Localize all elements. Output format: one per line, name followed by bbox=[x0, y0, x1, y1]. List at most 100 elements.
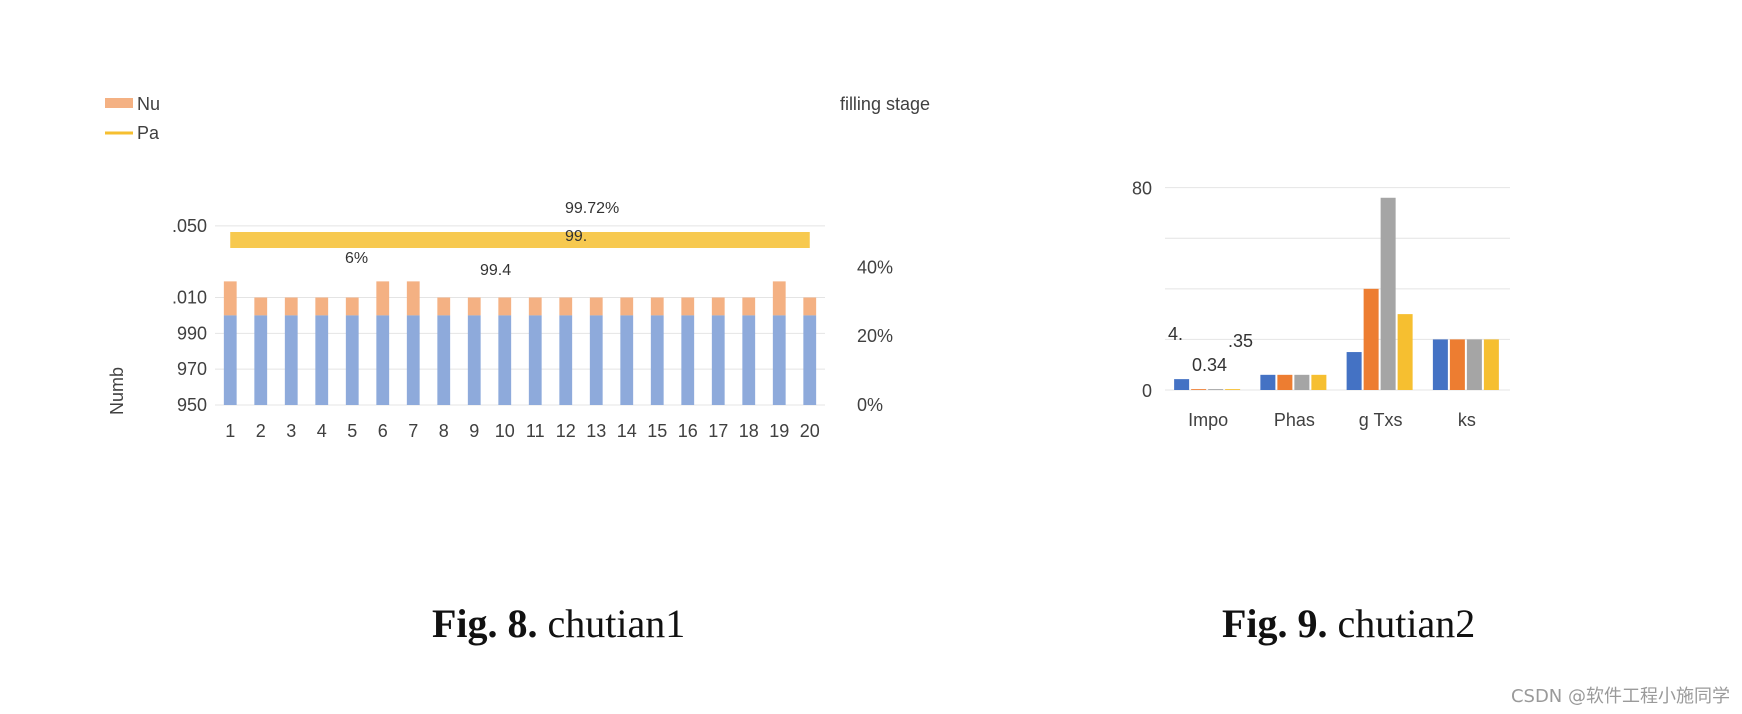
x-tick-label: 9 bbox=[469, 421, 479, 441]
x-tick-label: 4 bbox=[317, 421, 327, 441]
bar-s4 bbox=[1483, 339, 1499, 390]
bar-nu bbox=[528, 297, 542, 316]
bar-nu bbox=[467, 297, 481, 316]
caption-label: Fig. 9. bbox=[1222, 601, 1328, 646]
bar-blue bbox=[650, 315, 664, 405]
x-tick-label: g Txs bbox=[1359, 410, 1403, 430]
bar-nu bbox=[376, 281, 390, 316]
bar-nu bbox=[772, 281, 786, 316]
bar-blue bbox=[315, 315, 329, 405]
legend-label: Nu bbox=[137, 95, 160, 114]
caption-text: chutian2 bbox=[1337, 601, 1476, 646]
bar-s3 bbox=[1208, 389, 1224, 390]
x-tick-label: 18 bbox=[739, 421, 759, 441]
y-axis-label: Numb bbox=[107, 367, 127, 415]
y-tick-label: 950 bbox=[177, 395, 207, 415]
legend-label: filling stage bbox=[840, 95, 930, 114]
x-tick-label: 10 bbox=[495, 421, 515, 441]
bar-s4 bbox=[1225, 389, 1241, 390]
bar-blue bbox=[589, 315, 603, 405]
data-label: .35 bbox=[1228, 331, 1253, 351]
bar-blue bbox=[376, 315, 390, 405]
bars bbox=[223, 281, 817, 405]
bar-nu bbox=[650, 297, 664, 316]
x-tick-label: 17 bbox=[708, 421, 728, 441]
bar-nu bbox=[437, 297, 451, 316]
legend: Nu Pa filling stage bbox=[105, 95, 930, 143]
bar-blue bbox=[223, 315, 237, 405]
bar-s2 bbox=[1191, 389, 1207, 390]
bar-blue bbox=[711, 315, 725, 405]
x-tick-label: 13 bbox=[586, 421, 606, 441]
caption-text: chutian1 bbox=[547, 601, 686, 646]
grid bbox=[215, 225, 825, 406]
bar-s2 bbox=[1449, 339, 1465, 390]
bar-nu bbox=[284, 297, 298, 316]
y2-tick-label: 20% bbox=[857, 326, 893, 346]
x-tick-label: 6 bbox=[378, 421, 388, 441]
x-tick-label: 11 bbox=[526, 421, 545, 441]
watermark: CSDN @软件工程小施同学 bbox=[1510, 686, 1730, 707]
bar-blue bbox=[254, 315, 268, 405]
bar-nu bbox=[681, 297, 695, 316]
bar-s2 bbox=[1277, 374, 1293, 390]
axes: 0 80 Impo Phas g Txs ks 4. 0.34.35 bbox=[1132, 179, 1476, 430]
bar-s3 bbox=[1380, 197, 1396, 390]
bar-nu bbox=[406, 281, 420, 316]
bar-nu bbox=[223, 281, 237, 316]
bar-s1 bbox=[1174, 379, 1190, 390]
bar-blue bbox=[437, 315, 451, 405]
x-tick-label: 5 bbox=[347, 421, 357, 441]
figure-caption-8: Fig. 8. chutian1 bbox=[432, 600, 685, 647]
bar-nu bbox=[254, 297, 268, 316]
bar-nu bbox=[345, 297, 359, 316]
data-label: 99.4 bbox=[480, 262, 511, 279]
figure-caption-9: Fig. 9. chutian2 bbox=[1222, 600, 1475, 647]
bar-nu bbox=[498, 297, 512, 316]
y-tick-label: .050 bbox=[172, 216, 207, 236]
bar-s1 bbox=[1346, 352, 1362, 390]
bar-blue bbox=[498, 315, 512, 405]
bar-blue bbox=[681, 315, 695, 405]
bar-s1 bbox=[1260, 374, 1276, 390]
data-label: 4. bbox=[1168, 324, 1183, 344]
caption-label: Fig. 8. bbox=[432, 601, 538, 646]
x-tick-label: 8 bbox=[439, 421, 449, 441]
x-tick-label: 19 bbox=[769, 421, 789, 441]
bar-blue bbox=[406, 315, 420, 405]
bar-blue bbox=[284, 315, 298, 405]
x-tick-label: 7 bbox=[408, 421, 418, 441]
bar-nu bbox=[589, 297, 603, 316]
legend-label: Pa bbox=[137, 123, 160, 143]
y-tick-label: 0 bbox=[1142, 381, 1152, 401]
bar-blue bbox=[559, 315, 573, 405]
bar-blue bbox=[620, 315, 634, 405]
bar-s3 bbox=[1466, 339, 1482, 390]
y-tick-label: .010 bbox=[172, 288, 207, 308]
x-tick-label: 14 bbox=[617, 421, 637, 441]
legend-swatch-nu bbox=[105, 98, 133, 108]
bar-nu bbox=[620, 297, 634, 316]
data-label: 99.72% bbox=[565, 200, 619, 217]
x-tick-label: 1 bbox=[225, 421, 235, 441]
y-tick-label: 970 bbox=[177, 359, 207, 379]
bar-blue bbox=[528, 315, 542, 405]
bar-nu bbox=[711, 297, 725, 316]
x-tick-label: Impo bbox=[1188, 410, 1228, 430]
chart-fig9: 0 80 Impo Phas g Txs ks 4. 0.34.35 bbox=[1132, 179, 1510, 430]
y-tick-label: 990 bbox=[177, 323, 207, 343]
bar-s3 bbox=[1294, 374, 1310, 390]
x-tick-label: 15 bbox=[647, 421, 667, 441]
bar-s2 bbox=[1363, 288, 1379, 390]
data-label: 0.34 bbox=[1192, 355, 1227, 375]
x-tick-label: 3 bbox=[286, 421, 296, 441]
bars bbox=[1174, 197, 1499, 390]
bar-blue bbox=[772, 315, 786, 405]
x-tick-label: 2 bbox=[256, 421, 266, 441]
bar-blue bbox=[742, 315, 756, 405]
bar-nu bbox=[742, 297, 756, 316]
x-tick-label: 12 bbox=[556, 421, 576, 441]
bar-nu bbox=[315, 297, 329, 316]
data-label: 6% bbox=[345, 250, 368, 267]
